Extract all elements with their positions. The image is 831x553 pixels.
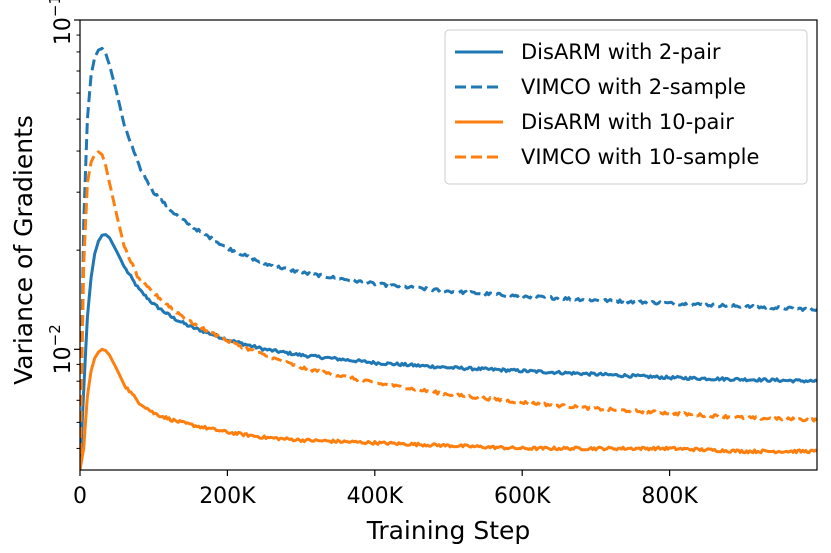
x-tick-label-2: 400K: [347, 484, 404, 509]
series-line-2: [80, 347, 817, 470]
y-axis-label: Variance of Gradients: [9, 115, 38, 385]
legend-box: [444, 29, 808, 185]
plot-area: [80, 46, 817, 470]
y-tick-label-0: 10−1: [46, 0, 76, 45]
legend: DisARM with 2-pair VIMCO with 2-sample Dis…: [444, 29, 808, 185]
x-tick-label-4: 800K: [641, 484, 698, 509]
legend-label-2: DisARM with 10-pair: [521, 110, 734, 134]
x-tick-label-1: 200K: [199, 484, 256, 509]
series-line-0: [80, 233, 817, 470]
series-line-1: [80, 46, 817, 470]
x-tick-label-3: 600K: [494, 484, 551, 509]
x-axis-label: Training Step: [366, 516, 531, 545]
plot-frame: [79, 19, 818, 471]
legend-label-1: VIMCO with 2-sample: [521, 75, 746, 99]
x-tick-label-0: 0: [73, 484, 87, 509]
legend-label-0: DisARM with 2-pair: [521, 40, 721, 64]
legend-label-3: VIMCO with 10-sample: [521, 145, 759, 169]
y-tick-label-1: 10−2: [46, 324, 76, 374]
axes: 0 200K 400K 600K 800K 10−1 10−2 Training Step Va…: [9, 0, 818, 545]
series-line-3: [80, 150, 817, 470]
